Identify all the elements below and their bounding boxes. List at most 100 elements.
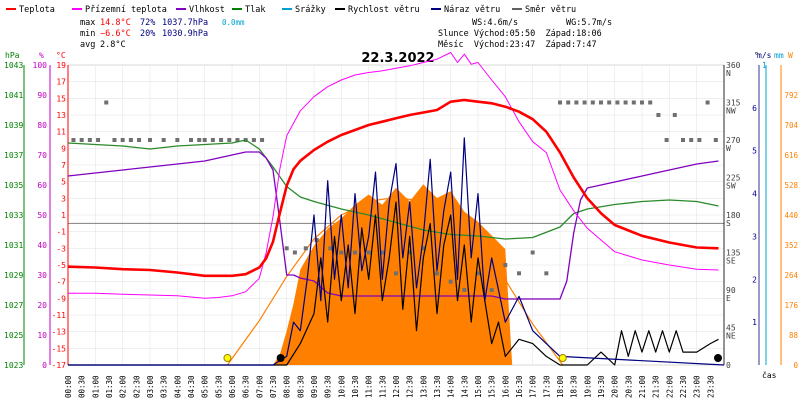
- axis-unit-labels: hPa % °C ° m/s mm W: [5, 51, 793, 60]
- legend-label: Směr větru: [525, 5, 576, 15]
- direction-tick-label: 360: [726, 61, 741, 70]
- time-tick-label: 00:00: [64, 375, 73, 398]
- wind-direction-point: [582, 100, 587, 105]
- stat-min-temp: −6.6°C: [100, 29, 131, 39]
- pressure-tick-label: 1041: [4, 91, 23, 100]
- sun-times: Slunce Východ:05:50 Západ:18:06: [438, 29, 602, 39]
- time-tick-label: 03:00: [146, 375, 155, 398]
- wind-direction-point: [120, 138, 125, 142]
- time-tick-label: 14:30: [460, 375, 469, 398]
- wind-direction-point: [672, 113, 677, 117]
- pressure-tick-label: 1035: [4, 181, 23, 190]
- temperature-tick-label: 19: [56, 61, 66, 70]
- direction-tick-label: 45: [726, 324, 736, 333]
- wind-direction-point: [303, 246, 308, 251]
- pressure-tick-label: 1031: [4, 241, 23, 250]
- time-tick-label: 02:30: [132, 375, 141, 398]
- wind-direction-point: [175, 138, 180, 142]
- wind-direction-point: [380, 250, 385, 255]
- wind-direction-point: [489, 288, 494, 292]
- temperature-tick-label: 3: [61, 194, 66, 203]
- time-tick-label: 08:00: [283, 375, 292, 398]
- legend: Teplota Přízemní teplota Vlhkost Tlak Srážky…: [6, 5, 576, 15]
- speed-tick-label: 5: [752, 147, 757, 156]
- wind-direction-point: [599, 100, 603, 105]
- time-tick-label: 23:00: [693, 375, 702, 398]
- time-tick-label: 01:00: [91, 375, 100, 398]
- wind-direction-point: [137, 138, 142, 142]
- direction-compass-label: SE: [726, 257, 736, 266]
- wind-direction-point: [366, 250, 371, 255]
- stat-max-precip: 0.0mm: [222, 18, 245, 27]
- solar-tick-label: 440: [784, 211, 798, 220]
- wind-gust-summary: WG:5.7m/s: [566, 18, 612, 28]
- temperature-tick-label: 15: [56, 94, 66, 103]
- time-tick-label: 07:00: [255, 375, 264, 398]
- sunrise-marker: [223, 354, 232, 362]
- temperature-tick-label: 9: [61, 144, 66, 153]
- time-tick-label: 21:00: [638, 375, 647, 398]
- temperature-tick-label: 13: [56, 111, 66, 120]
- wind-direction-point: [284, 246, 289, 251]
- stat-min-press: 1030.9hPa: [162, 29, 208, 39]
- temperature-tick-label: 5: [61, 178, 66, 187]
- wind-direction-point: [607, 100, 612, 105]
- solar-tick-label: 528: [784, 181, 798, 190]
- wind-direction-point: [260, 138, 265, 142]
- wind-direction-point: [705, 100, 710, 105]
- wind-direction-point: [574, 100, 579, 105]
- stat-max-label: max: [80, 18, 95, 28]
- solar-tick-label: 176: [784, 301, 798, 310]
- temperature-tick-label: -9: [56, 294, 66, 303]
- time-tick-label: 14:00: [447, 375, 456, 398]
- wind-direction-point: [96, 138, 101, 142]
- pressure-tick-label: 1023: [4, 361, 23, 370]
- time-tick-label: 15:00: [474, 375, 483, 398]
- direction-tick-label: 225: [726, 174, 741, 183]
- date-title: 22.3.2022: [361, 51, 434, 66]
- solar-tick-label: 616: [784, 151, 798, 160]
- wind-gust-line: [68, 137, 725, 366]
- wind-direction-point: [448, 279, 453, 284]
- solar-tick-label: 704: [784, 121, 798, 130]
- time-tick-label: 04:00: [173, 375, 182, 398]
- wind-direction-point: [503, 263, 508, 267]
- legend-label: Náraz větru: [444, 5, 500, 15]
- time-tick-label: 06:30: [242, 375, 251, 398]
- time-tick-label: 07:30: [269, 375, 278, 398]
- temperature-tick-label: -3: [56, 244, 66, 253]
- time-tick-label: 12:00: [392, 375, 401, 398]
- direction-compass-label: SW: [726, 182, 736, 191]
- time-tick-label: 11:30: [378, 375, 387, 398]
- time-tick-label: 12:30: [406, 375, 415, 398]
- wind-direction-point: [128, 138, 133, 142]
- legend-label: Rychlost větru: [348, 5, 420, 15]
- direction-compass-label: S: [726, 219, 731, 228]
- temperature-tick-label: -1: [56, 228, 66, 237]
- time-tick-label: 17:30: [542, 375, 551, 398]
- left-axes: 1043104110391037103510331031102910271025…: [4, 61, 69, 370]
- wind-direction-point: [104, 100, 109, 105]
- wind-direction-point: [462, 288, 467, 292]
- time-tick-label: 04:30: [187, 375, 196, 398]
- unit-percent: %: [39, 51, 44, 60]
- moonrise-marker: [713, 354, 722, 362]
- time-tick-label: 16:30: [515, 375, 524, 398]
- time-tick-label: 17:00: [529, 375, 538, 398]
- pressure-tick-label: 1043: [4, 61, 23, 70]
- time-tick-label: 09:00: [310, 375, 319, 398]
- time-tick-label: 13:00: [419, 375, 428, 398]
- wind-direction-point: [623, 100, 628, 105]
- wind-direction-point: [476, 271, 480, 276]
- humidity-tick-label: 70: [37, 151, 47, 160]
- humidity-line: [67, 151, 719, 300]
- moon-times: Měsíc Východ:23:47 Západ:7:47: [438, 40, 597, 50]
- legend-label: Vlhkost: [189, 5, 225, 15]
- stat-max-press: 1037.7hPa: [162, 18, 208, 28]
- humidity-tick-label: 0: [42, 361, 47, 370]
- humidity-tick-label: 40: [37, 241, 47, 250]
- wind-direction-point: [328, 246, 333, 251]
- temperature-tick-label: -15: [52, 344, 67, 353]
